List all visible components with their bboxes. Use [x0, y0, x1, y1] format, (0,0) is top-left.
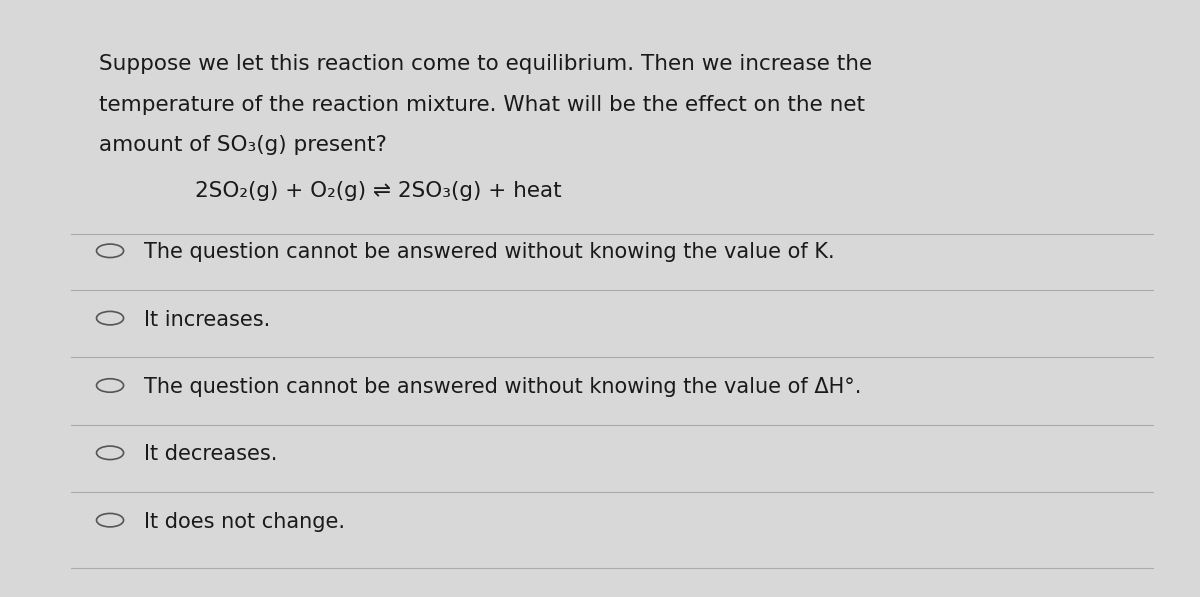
Text: The question cannot be answered without knowing the value of K.: The question cannot be answered without … — [144, 242, 834, 263]
Text: amount of SO₃(g) present?: amount of SO₃(g) present? — [98, 135, 386, 155]
Text: 2SO₂(g) + O₂(g) ⇌ 2SO₃(g) + heat: 2SO₂(g) + O₂(g) ⇌ 2SO₃(g) + heat — [194, 181, 562, 201]
Text: It does not change.: It does not change. — [144, 512, 344, 532]
Text: It increases.: It increases. — [144, 310, 270, 330]
Text: It decreases.: It decreases. — [144, 444, 277, 464]
Text: The question cannot be answered without knowing the value of ΔH°.: The question cannot be answered without … — [144, 377, 862, 397]
Text: Suppose we let this reaction come to equilibrium. Then we increase the: Suppose we let this reaction come to equ… — [98, 54, 872, 75]
Text: temperature of the reaction mixture. What will be the effect on the net: temperature of the reaction mixture. Wha… — [98, 95, 865, 115]
